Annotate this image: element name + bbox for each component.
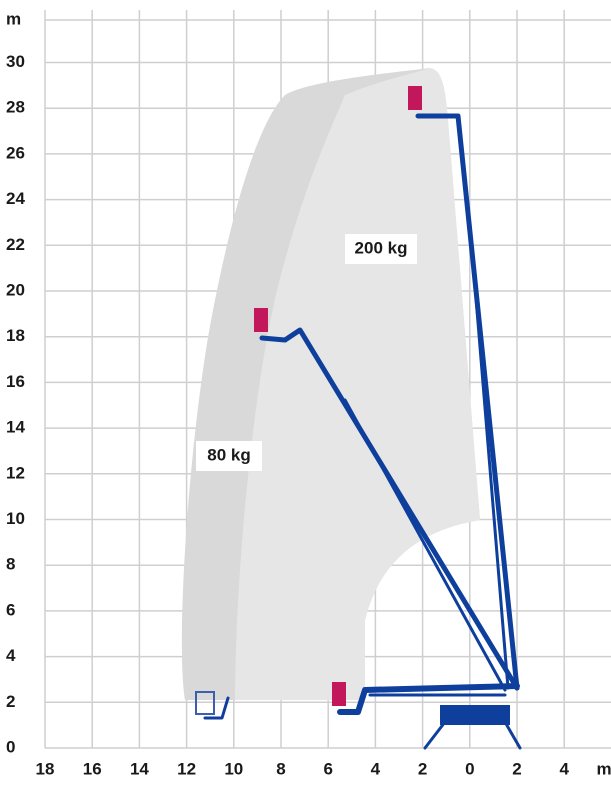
x-label: 10 (224, 759, 243, 778)
y-unit: m (6, 9, 21, 28)
y-label: 16 (6, 372, 25, 391)
x-label: 4 (559, 759, 569, 778)
y-label: 28 (6, 98, 25, 117)
x-label: 4 (371, 759, 381, 778)
x-label: 18 (36, 759, 55, 778)
y-label: 20 (6, 280, 25, 299)
zone-label: 200 kg (355, 238, 408, 257)
y-label: 14 (6, 418, 25, 437)
baskets (195, 86, 422, 715)
x-label: 2 (512, 759, 521, 778)
x-label: 8 (276, 759, 285, 778)
zone-label: 80 kg (207, 445, 250, 464)
y-label: 30 (6, 52, 25, 71)
x-label: 0 (465, 759, 474, 778)
x-unit: m (596, 759, 611, 778)
y-label: 0 (6, 737, 15, 756)
chassis (440, 705, 510, 725)
y-label: 12 (6, 463, 25, 482)
y-label: 24 (6, 189, 25, 208)
y-label: 26 (6, 143, 25, 162)
label-box (196, 441, 262, 471)
y-label: 22 (6, 235, 25, 254)
booms (203, 113, 522, 750)
y-label: 18 (6, 326, 25, 345)
x-label: 6 (323, 759, 332, 778)
y-label: 8 (6, 555, 15, 574)
y-label: 6 (6, 600, 15, 619)
label-box (345, 234, 417, 264)
x-label: 14 (130, 759, 149, 778)
y-label: 4 (6, 646, 16, 665)
y-label: 2 (6, 692, 15, 711)
x-label: 2 (418, 759, 427, 778)
y-label: 10 (6, 509, 25, 528)
x-label: 16 (83, 759, 102, 778)
x-label: 12 (177, 759, 196, 778)
envelope-200kg (235, 68, 480, 700)
